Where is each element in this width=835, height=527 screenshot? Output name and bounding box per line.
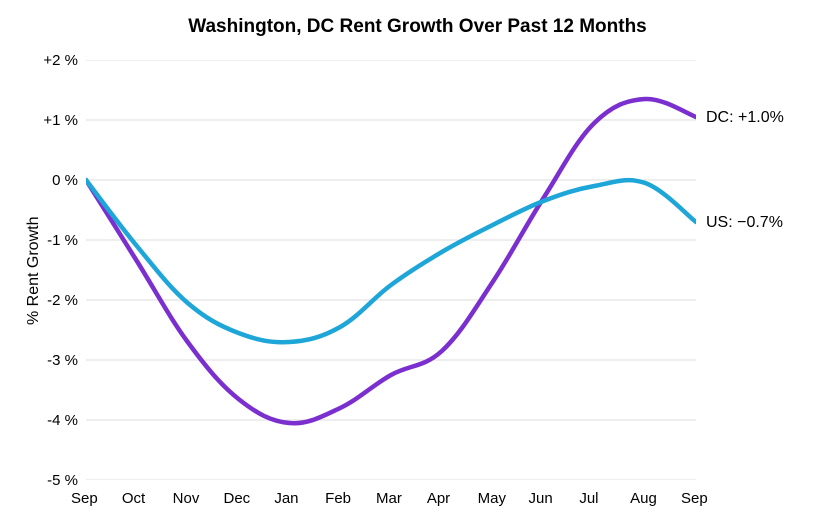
chart-svg [86, 60, 696, 480]
x-tick-label: Dec [224, 490, 251, 507]
x-tick-label: Jun [529, 490, 553, 507]
x-tick-label: Nov [173, 490, 200, 507]
x-tick-label: Sep [71, 490, 98, 507]
chart-title: Washington, DC Rent Growth Over Past 12 … [0, 16, 835, 38]
x-tick-label: Apr [427, 490, 450, 507]
x-tick-label: Sep [681, 490, 708, 507]
x-tick-label: May [478, 490, 506, 507]
y-tick-label: -5 % [47, 472, 78, 489]
y-tick-label: +1 % [43, 112, 78, 129]
x-tick-label: Oct [122, 490, 145, 507]
y-tick-label: -3 % [47, 352, 78, 369]
y-tick-label: -4 % [47, 412, 78, 429]
x-tick-label: Jan [274, 490, 298, 507]
series-end-label-us: US: −0.7% [706, 214, 783, 232]
plot-area [86, 60, 696, 480]
series-line-dc [86, 99, 696, 423]
y-tick-label: +2 % [43, 52, 78, 69]
x-tick-label: Mar [376, 490, 402, 507]
rent-growth-chart: Washington, DC Rent Growth Over Past 12 … [0, 0, 835, 527]
y-tick-label: 0 % [52, 172, 78, 189]
y-tick-label: -1 % [47, 232, 78, 249]
y-tick-label: -2 % [47, 292, 78, 309]
series-end-label-dc: DC: +1.0% [706, 109, 784, 127]
x-tick-label: Jul [579, 490, 598, 507]
x-tick-label: Aug [630, 490, 657, 507]
y-axis-label: % Rent Growth [25, 217, 43, 325]
series-line-us [86, 180, 696, 342]
x-tick-label: Feb [325, 490, 351, 507]
